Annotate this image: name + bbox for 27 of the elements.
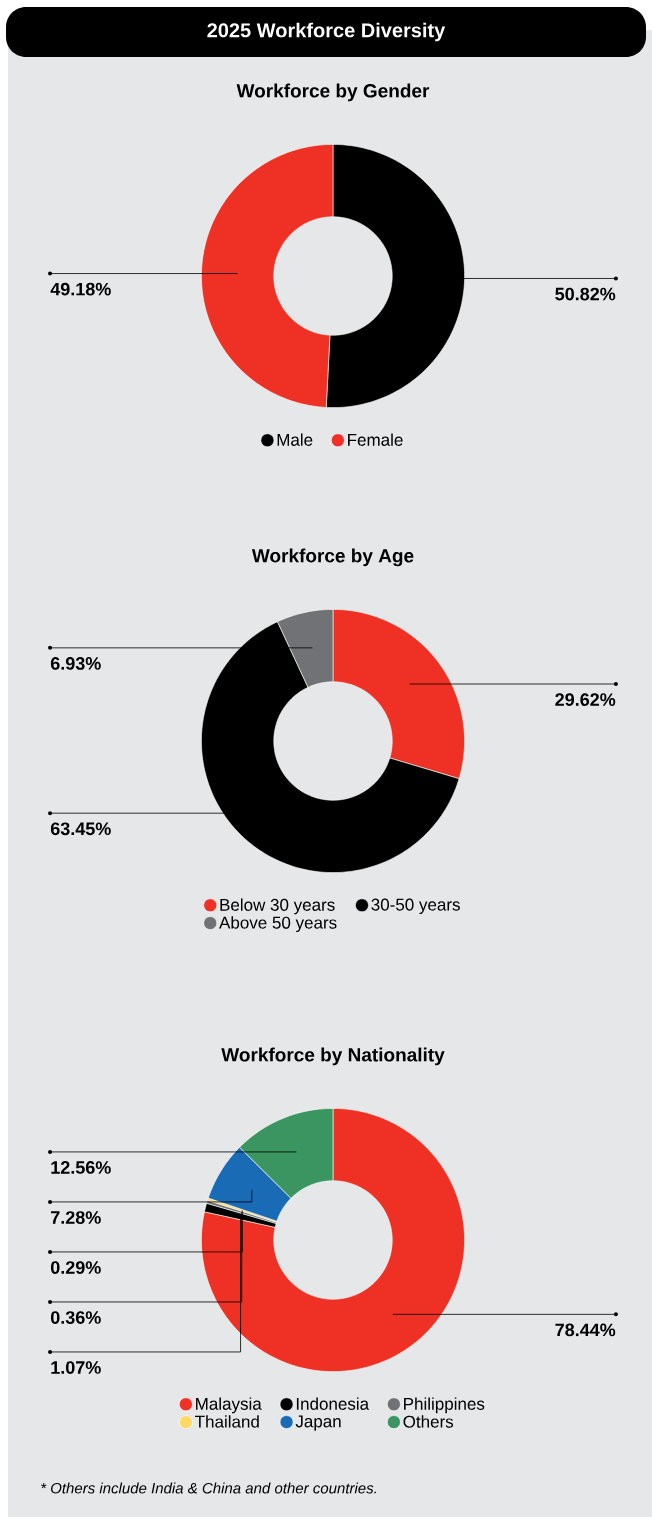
data-label: 0.36% bbox=[50, 1311, 101, 1324]
legend-label: Japan bbox=[295, 1415, 341, 1431]
chart-title: 2025 Workforce Diversity bbox=[207, 22, 446, 42]
legend-label: Male bbox=[277, 433, 313, 446]
legend-label: Above 50 years bbox=[219, 916, 337, 933]
data-label: 50.82% bbox=[555, 287, 616, 301]
legend-label: Philippines bbox=[404, 1397, 485, 1414]
data-label: 49.18% bbox=[50, 282, 111, 296]
legend-label: Female bbox=[348, 433, 403, 446]
data-label: 7.28% bbox=[51, 1211, 101, 1224]
data-label: 63.45% bbox=[50, 822, 111, 836]
legend-label: Malaysia bbox=[196, 1397, 262, 1414]
legend-label: Below 30 years bbox=[220, 898, 335, 915]
data-label: 6.93% bbox=[50, 657, 101, 670]
data-label: 0.29% bbox=[50, 1261, 101, 1274]
legend-label: Others bbox=[403, 1415, 454, 1428]
legend-label: Indonesia bbox=[296, 1397, 370, 1410]
data-label: 78.44% bbox=[555, 1323, 616, 1337]
chart-subtitle: Workforce by Gender bbox=[236, 83, 430, 102]
data-label: 12.56% bbox=[51, 1161, 111, 1174]
legend-label: Thailand bbox=[195, 1415, 259, 1428]
text: * Others include India & China and other countries. bbox=[41, 1482, 376, 1494]
data-label: 29.62% bbox=[555, 693, 616, 706]
data-label: 1.07% bbox=[51, 1361, 101, 1374]
chart-title: Workforce by Age bbox=[251, 548, 414, 567]
legend-label: 30-50 years bbox=[371, 898, 460, 915]
chart-title: Workforce by Nationality bbox=[221, 1047, 445, 1066]
